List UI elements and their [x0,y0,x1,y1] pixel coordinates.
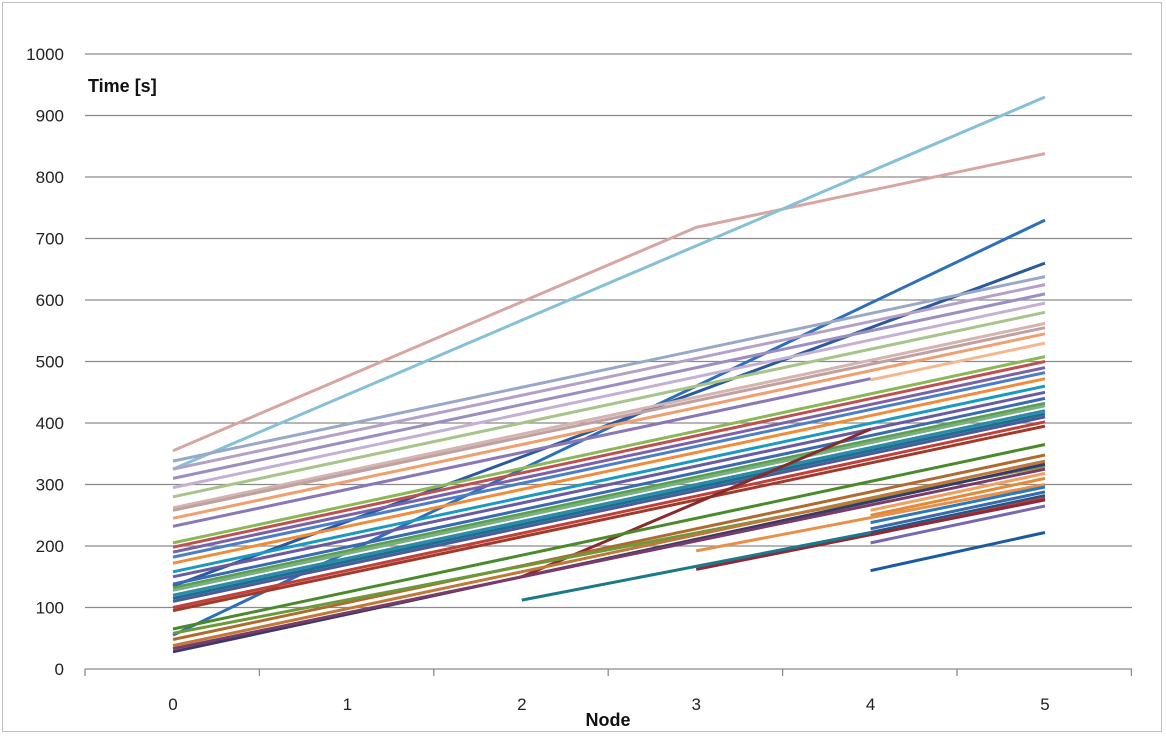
series-line-24 [172,404,1046,592]
series-line-39 [695,483,1046,553]
x-tick-label: 1 [343,695,352,714]
y-tick-label: 100 [36,599,64,618]
series-line-14 [870,341,1046,382]
series-line-29 [172,424,1046,613]
x-tick-label: 5 [1040,695,1049,714]
y-tick-label: 400 [36,414,64,433]
gridlines [85,53,1132,609]
series-line-37 [870,471,1046,512]
y-tick-label: 600 [36,291,64,310]
y-tick-label: 900 [36,107,64,126]
series-line-27 [172,415,1046,603]
series-line-13 [172,377,871,528]
x-axis-title: Node [586,710,631,730]
series-line-3 [172,218,1046,637]
series-line-38 [870,476,1046,517]
tick-labels: 0 100 200 300 400 500 600 700 800 900 1000 0 1 2 3 4 5 [26,45,1050,714]
series-line-10 [172,321,1046,510]
series-line-12 [172,332,1046,520]
series-line-18 [172,371,1046,559]
series-line-28 [172,420,1046,609]
series-line-47 [870,531,1046,573]
series-line-19 [172,377,1046,565]
series-line-21 [172,390,1046,579]
x-tick-label: 4 [866,695,875,714]
series-line-40 [870,485,1046,525]
series-line-17 [172,366,1046,554]
series-line-7 [172,292,1046,480]
y-tick-label: 200 [36,537,64,556]
series-line-9 [172,310,1046,499]
series-line-25 [172,409,1046,597]
series-line-6 [172,283,1046,471]
y-tick-label: 700 [36,230,64,249]
y-tick-label: 1000 [26,45,64,64]
y-tick-label: 800 [36,168,64,187]
series-lines [172,95,1046,654]
series-line-20 [172,384,1046,574]
series-line-44 [695,498,1046,571]
y-tick-label: 500 [36,353,64,372]
series-line-23 [172,401,1046,590]
series-line-36 [172,467,1046,651]
y-axis-title: Time [s] [88,76,157,96]
series-line-5 [172,275,1046,463]
series-line-42 [870,494,1046,534]
series-line-31 [172,443,1046,631]
x-tick-label: 3 [691,695,700,714]
series-line-16 [172,360,1046,549]
series-line-32 [172,453,1046,641]
y-tick-label: 0 [55,660,64,679]
series-line-2 [172,95,1046,471]
series-line-46 [521,531,871,602]
x-tick-label: 2 [517,695,526,714]
series-line-15 [172,355,1046,545]
series-line-8 [172,301,1046,490]
series-line-45 [870,504,1046,545]
axes [84,668,1133,676]
series-line-26 [172,412,1046,600]
series-line-41 [870,490,1046,531]
series-line-1 [172,152,1046,453]
series-line-34 [172,459,1046,648]
y-tick-label: 300 [36,476,64,495]
series-line-33 [172,464,1046,635]
series-line-11 [172,326,1046,512]
x-tick-label: 0 [168,695,177,714]
series-line-22 [172,396,1046,586]
